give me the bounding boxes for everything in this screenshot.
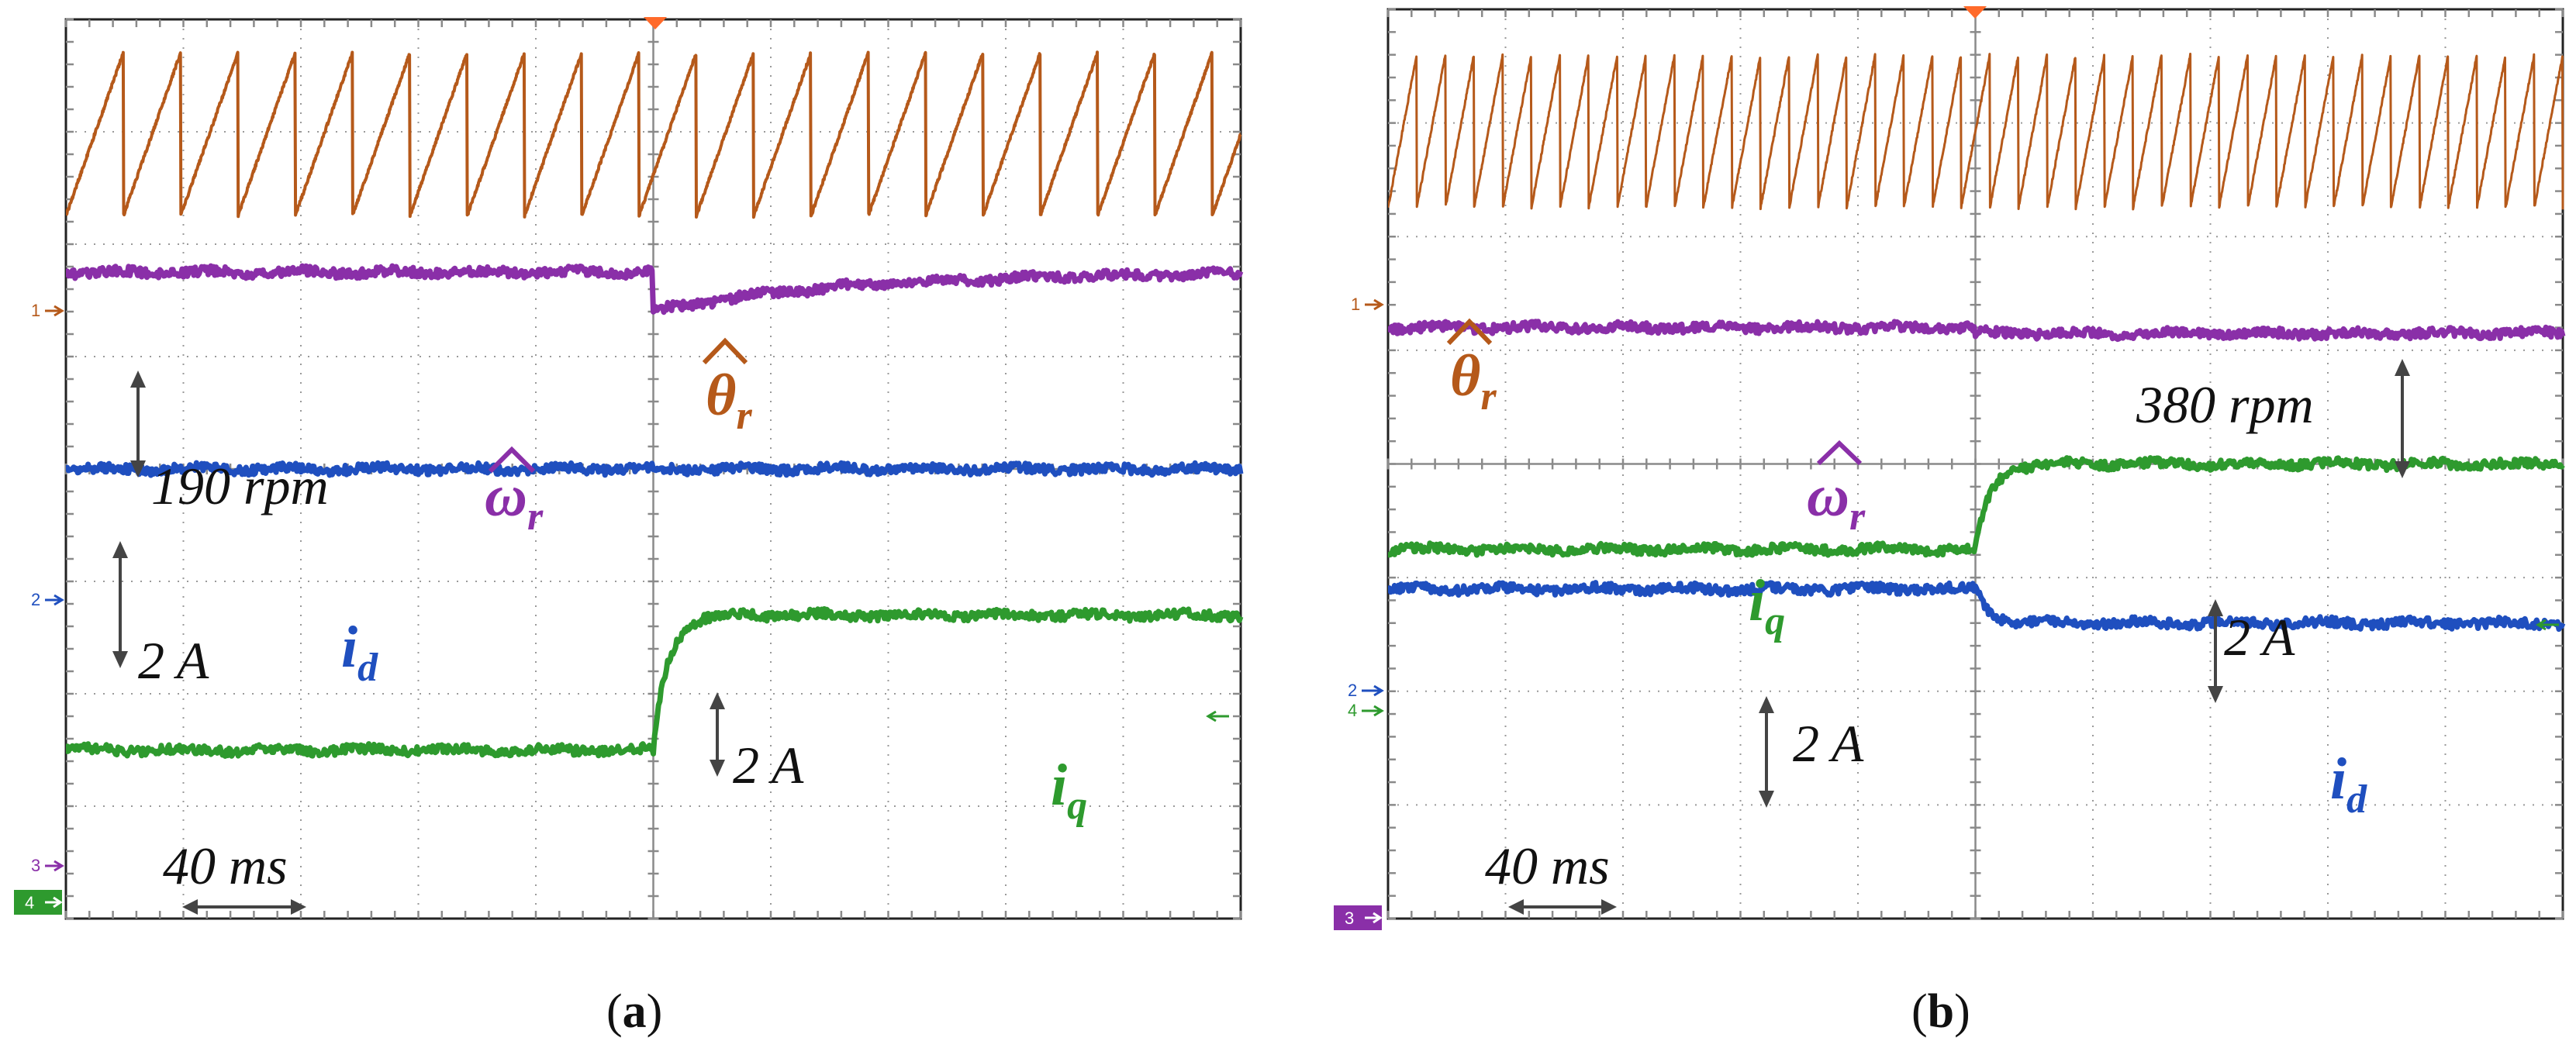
panel-a-channel-markers: 1 2 3 4 <box>14 301 1229 915</box>
theta-trace <box>1388 53 2564 211</box>
iq-symbol-b-text: iq <box>1749 568 1785 643</box>
ch3-marker: 3 <box>31 856 40 875</box>
ch1-marker-b: 1 <box>1351 295 1360 314</box>
time-scale-label-b: 40 ms <box>1485 836 1610 895</box>
ch2-marker-b-arrow <box>1362 684 1384 697</box>
iq-arrow-b-head-down <box>2208 686 2223 703</box>
speed-scale-label-b: 380 rpm <box>2136 375 2314 434</box>
id-symbol-text: id <box>341 615 378 690</box>
speed-arrow-head-down <box>130 460 146 478</box>
id-trace <box>1388 580 2566 633</box>
speed-arrow-head-up <box>130 371 146 388</box>
id-symbol: id <box>341 615 378 690</box>
time-scale-label: 40 ms <box>163 836 288 895</box>
id-arrow-head-down <box>112 651 128 668</box>
iq-arrow-head-down <box>710 760 725 777</box>
id-scale-label: 2 A <box>138 631 209 690</box>
ch2-marker-b: 2 <box>1348 681 1357 700</box>
ch3-marker-b: 3 <box>1345 908 1354 928</box>
panel-b-traces <box>1388 53 2566 633</box>
ch1-marker-b-arrow <box>1365 298 1384 311</box>
iq-trace <box>1388 455 2565 558</box>
ch1-marker-arrow <box>45 305 64 317</box>
omega-symbol-b-text: ωr <box>1807 464 1866 539</box>
iq-symbol: iq <box>1051 753 1087 828</box>
omega-symbol: ωr <box>485 446 544 539</box>
speed-arrow-b-head-down <box>2395 461 2410 478</box>
iq-offset-arrow <box>1206 710 1229 722</box>
time-arrow-b-head-right <box>1601 899 1617 915</box>
ch1-marker: 1 <box>31 301 40 320</box>
omega-hat <box>488 446 536 474</box>
speed-scale-label: 190 rpm <box>151 457 329 515</box>
iq-symbol-text: iq <box>1051 753 1087 828</box>
iq-arrow-b-head-up <box>2208 599 2223 616</box>
id-scale-label-b: 2 A <box>1793 714 1864 773</box>
theta-hat <box>702 337 748 365</box>
iq-trace <box>66 606 1244 759</box>
panel-b-channel-markers: 1 2 4 3 <box>1334 295 2559 930</box>
trigger-marker-b <box>1963 6 1987 19</box>
ch2-marker-arrow <box>45 594 64 606</box>
ch4-marker-b-arrow <box>1362 705 1384 717</box>
theta-symbol-text: θr <box>706 363 752 438</box>
id-symbol-b: id <box>2330 746 2367 822</box>
time-arrow-head-left <box>182 899 198 915</box>
iq-scale-label-b: 2 A <box>2224 608 2295 667</box>
id-arrow-b-head-down <box>1759 791 1774 808</box>
ch3-marker-b-arrow <box>1365 912 1383 924</box>
theta-symbol-b: θr <box>1446 318 1497 419</box>
theta-hat-b <box>1446 318 1493 346</box>
theta-symbol: θr <box>702 337 752 438</box>
ch4-marker-b: 4 <box>1348 701 1357 720</box>
ch4-marker-arrow <box>45 896 63 908</box>
id-trace <box>66 460 1244 478</box>
panel-b-scale-arrows <box>1508 359 2410 915</box>
iq-scale-label: 2 A <box>733 736 804 795</box>
id-symbol-b-text: id <box>2330 746 2367 822</box>
panel-a-label: (a) <box>606 985 662 1038</box>
theta-trace <box>66 50 1242 219</box>
speed-arrow-b-head-up <box>2395 359 2410 376</box>
omega-symbol-text: ωr <box>485 464 544 539</box>
id-arrow-head-up <box>112 541 128 558</box>
panel-b-label: (b) <box>1911 985 1970 1038</box>
id-arrow-b-head-up <box>1759 696 1774 713</box>
ch2-marker: 2 <box>31 590 40 609</box>
time-arrow-b-head-left <box>1508 899 1524 915</box>
omega-symbol-b: ωr <box>1807 440 1866 539</box>
omega-trace <box>1388 319 2566 343</box>
panel-a-scale-arrows <box>112 371 725 915</box>
ch4-marker: 4 <box>25 893 34 912</box>
iq-offset-arrow-b <box>2536 619 2559 631</box>
omega-hat-b <box>1816 440 1863 466</box>
panel-b: 1 2 4 3 380 rpm 2 A 2 A <box>1334 6 2566 1038</box>
theta-symbol-b-text: θr <box>1450 343 1497 419</box>
iq-symbol-b: iq <box>1749 568 1785 643</box>
panel-a-traces <box>66 50 1244 759</box>
iq-arrow-head-up <box>710 692 725 709</box>
panel-a: 1 2 3 4 190 rpm 2 <box>14 17 1244 1038</box>
ch3-marker-arrow <box>45 860 64 872</box>
time-arrow-head-right <box>291 899 306 915</box>
trigger-marker <box>644 17 667 29</box>
omega-trace <box>66 263 1244 315</box>
